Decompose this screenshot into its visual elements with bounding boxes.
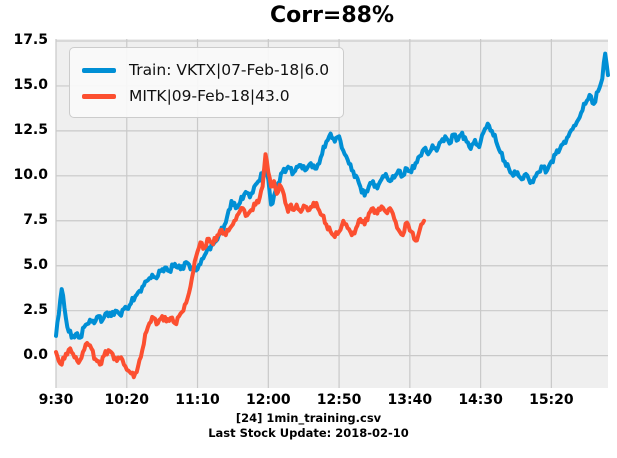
series-line-train bbox=[54, 51, 610, 340]
legend-item-mitk: MITK|09-Feb-18|43.0 bbox=[82, 83, 329, 109]
legend-line-swatch-mitk bbox=[82, 93, 116, 99]
x-tick-label: 12:00 bbox=[246, 392, 291, 408]
y-tick-label: 12.5 bbox=[13, 121, 48, 138]
legend-label-mitk: MITK|09-Feb-18|43.0 bbox=[129, 87, 290, 105]
series-line-mitk bbox=[54, 152, 426, 380]
x-tick-label: 9:30 bbox=[38, 392, 74, 408]
legend: Train: VKTX|07-Feb-18|6.0 MITK|09-Feb-18… bbox=[69, 47, 345, 118]
y-tick-label: 15.0 bbox=[13, 76, 48, 93]
chart-title: Corr=88% bbox=[269, 3, 395, 28]
captions: [24] 1min_training.csv Last Stock Update… bbox=[0, 411, 617, 441]
y-tick-label: 5.0 bbox=[23, 256, 48, 273]
legend-label-train: Train: VKTX|07-Feb-18|6.0 bbox=[129, 61, 330, 79]
x-tick-label: 14:30 bbox=[458, 392, 503, 408]
legend-line-swatch-train bbox=[82, 67, 116, 73]
y-tick-label: 17.5 bbox=[13, 31, 48, 48]
y-tick-label: 10.0 bbox=[13, 166, 48, 183]
caption-filename: [24] 1min_training.csv bbox=[235, 411, 382, 425]
y-tick-label: 2.5 bbox=[23, 301, 48, 318]
x-tick-label: 12:50 bbox=[316, 392, 362, 408]
y-tick-label: 0.0 bbox=[23, 346, 48, 363]
x-tick-label: 13:40 bbox=[387, 392, 433, 408]
x-tick-label: 10:20 bbox=[104, 392, 150, 408]
x-tick-label: 11:10 bbox=[175, 392, 220, 408]
caption-last-update: Last Stock Update: 2018-02-10 bbox=[208, 426, 409, 440]
legend-item-train: Train: VKTX|07-Feb-18|6.0 bbox=[82, 57, 329, 83]
y-tick-label: 7.5 bbox=[23, 211, 48, 228]
x-tick-label: 15:20 bbox=[529, 392, 574, 408]
